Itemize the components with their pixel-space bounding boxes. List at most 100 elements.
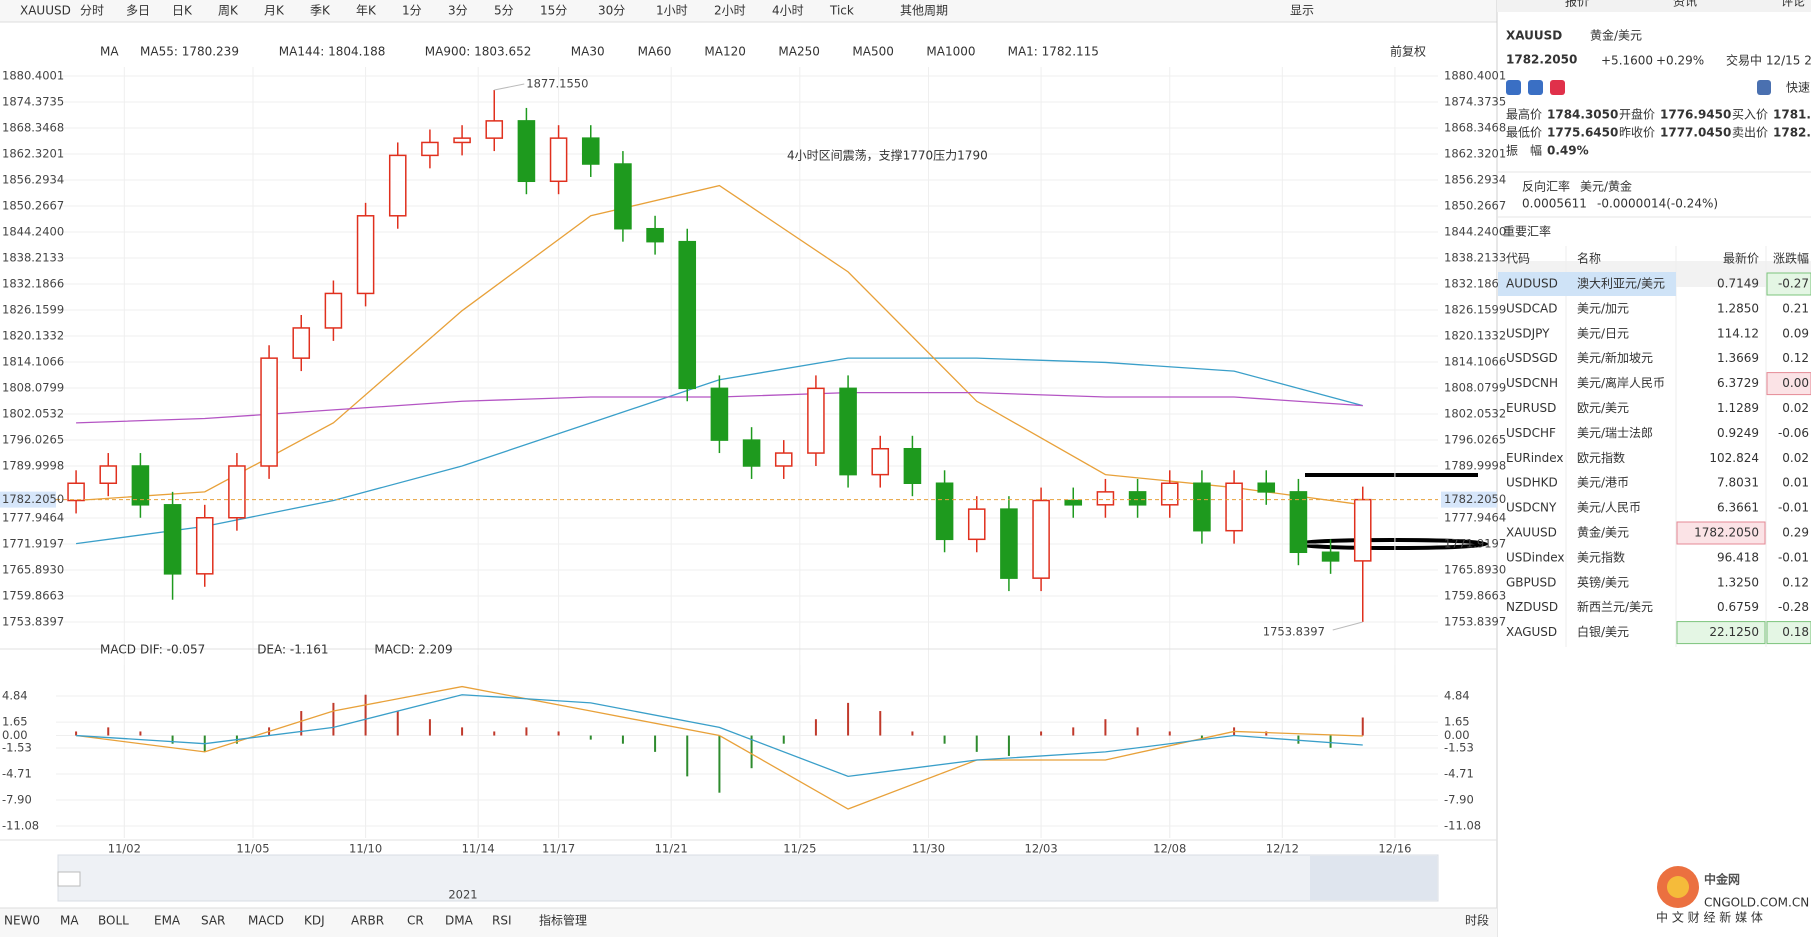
period-button[interactable]: 3分	[448, 4, 468, 18]
legend-entry[interactable]: MA1000	[926, 45, 975, 59]
period-button[interactable]: 季K	[310, 4, 331, 18]
legend-entry[interactable]: MA60	[638, 45, 672, 59]
legend-entry[interactable]: DIF: -0.057	[140, 643, 205, 657]
candle-body[interactable]	[710, 387, 729, 441]
candle-body[interactable]	[742, 439, 761, 467]
quote-icon[interactable]	[1506, 80, 1521, 95]
candle-body[interactable]	[388, 154, 407, 217]
period-button[interactable]: 分时	[80, 4, 104, 18]
period-button[interactable]: 多日	[126, 4, 150, 18]
legend-entry[interactable]: MA120	[704, 45, 745, 59]
candle-body[interactable]	[324, 292, 343, 329]
symbol-tab[interactable]: XAUUSD	[20, 4, 71, 18]
candle-body[interactable]	[1193, 482, 1211, 532]
indicator-button[interactable]: MA	[60, 914, 79, 928]
candle-body[interactable]	[678, 240, 697, 390]
period-button[interactable]: 月K	[264, 4, 285, 18]
candle-body[interactable]	[1032, 499, 1050, 579]
candle-body[interactable]	[935, 482, 954, 541]
panel-tab[interactable]: 评论	[1781, 0, 1805, 9]
candle-body[interactable]	[581, 137, 600, 165]
legend-entry[interactable]: MA250	[778, 45, 819, 59]
indicator-button[interactable]: 指标管理	[539, 913, 587, 928]
period-button[interactable]: 年K	[356, 4, 377, 18]
candle-body[interactable]	[292, 327, 311, 359]
alert-icon[interactable]	[1757, 80, 1771, 95]
candle-body[interactable]	[1128, 491, 1147, 506]
candle-body[interactable]	[421, 141, 439, 157]
candle-body[interactable]	[871, 447, 890, 476]
candle-body[interactable]	[1321, 551, 1340, 562]
indicator-button[interactable]: BOLL	[98, 914, 129, 928]
candle-body[interactable]	[549, 137, 568, 183]
candle-body[interactable]	[967, 508, 986, 541]
quote-icon[interactable]	[1550, 80, 1565, 95]
candle-body[interactable]	[517, 120, 536, 183]
navigator[interactable]	[57, 854, 1439, 902]
navigator-window[interactable]	[1310, 856, 1437, 900]
period-button[interactable]: 其他周期	[900, 4, 948, 18]
candle-body[interactable]	[1257, 482, 1276, 493]
period-selector[interactable]: 时段	[1465, 913, 1489, 928]
legend-title[interactable]: MACD	[100, 643, 136, 657]
period-button[interactable]: Tick	[829, 4, 854, 18]
legend-entry[interactable]: MA1: 1782.115	[1008, 45, 1099, 59]
candle-body[interactable]	[99, 465, 118, 484]
candle-body[interactable]	[1000, 508, 1018, 579]
quick-button[interactable]: 快速	[1786, 81, 1810, 95]
display-menu[interactable]: 显示	[1290, 4, 1314, 18]
panel-tab[interactable]: 资讯	[1673, 0, 1697, 9]
candle-body[interactable]	[228, 465, 246, 519]
candle-body[interactable]	[163, 504, 182, 575]
period-button[interactable]: 15分	[540, 4, 567, 18]
indicator-button[interactable]: SAR	[201, 914, 225, 928]
period-button[interactable]: 日K	[172, 4, 193, 18]
candle-body[interactable]	[356, 215, 375, 295]
candle-body[interactable]	[1225, 482, 1243, 532]
period-button[interactable]: 4小时	[772, 4, 804, 18]
period-button[interactable]: 2小时	[714, 4, 746, 18]
indicator-button[interactable]: RSI	[492, 914, 512, 928]
period-button[interactable]: 30分	[598, 4, 625, 18]
candle-body[interactable]	[774, 452, 793, 467]
candle-body[interactable]	[131, 465, 150, 506]
indicator-button[interactable]: DMA	[445, 914, 474, 928]
period-button[interactable]: 1分	[402, 4, 422, 18]
navigator-handle[interactable]	[57, 871, 81, 887]
candle-body[interactable]	[1096, 491, 1115, 506]
legend-entry[interactable]: MA144: 1804.188	[279, 45, 386, 59]
period-button[interactable]: 1小时	[656, 4, 688, 18]
period-button[interactable]: 5分	[494, 4, 514, 18]
legend-entry[interactable]: MA900: 1803.652	[425, 45, 532, 59]
legend-entry[interactable]: DEA: -1.161	[257, 643, 328, 657]
indicator-button[interactable]: KDJ	[304, 914, 325, 928]
candle-body[interactable]	[195, 517, 214, 575]
adjust-button[interactable]: 前复权	[1390, 44, 1426, 59]
panel-tab[interactable]: 报价	[1565, 0, 1589, 9]
candle-body[interactable]	[1160, 482, 1179, 506]
indicator-button[interactable]: NEW0	[4, 914, 40, 928]
candle-body[interactable]	[485, 120, 504, 139]
legend-entry[interactable]: MA55: 1780.239	[140, 45, 239, 59]
indicator-button[interactable]: CR	[407, 914, 424, 928]
candle-body[interactable]	[1353, 498, 1372, 562]
legend-entry[interactable]: MA500	[852, 45, 893, 59]
legend-entry[interactable]: MACD: 2.209	[374, 643, 452, 657]
period-button[interactable]: 周K	[218, 4, 239, 18]
candle-body[interactable]	[1289, 491, 1308, 554]
candle-body[interactable]	[646, 227, 664, 243]
candle-body[interactable]	[67, 482, 85, 502]
candle-body[interactable]	[807, 387, 825, 454]
candle-body[interactable]	[260, 357, 278, 467]
candle-body[interactable]	[614, 163, 632, 230]
legend-title[interactable]: MA	[100, 45, 119, 59]
legend-entry[interactable]: MA30	[571, 45, 605, 59]
candle-body[interactable]	[839, 387, 857, 476]
candle-body[interactable]	[903, 447, 922, 484]
indicator-button[interactable]: MACD	[248, 914, 284, 928]
quote-icon[interactable]	[1528, 80, 1543, 95]
indicator-button[interactable]: EMA	[154, 914, 181, 928]
candle-body[interactable]	[453, 137, 471, 144]
indicator-button[interactable]: ARBR	[351, 914, 384, 928]
candle-body[interactable]	[1064, 499, 1083, 506]
